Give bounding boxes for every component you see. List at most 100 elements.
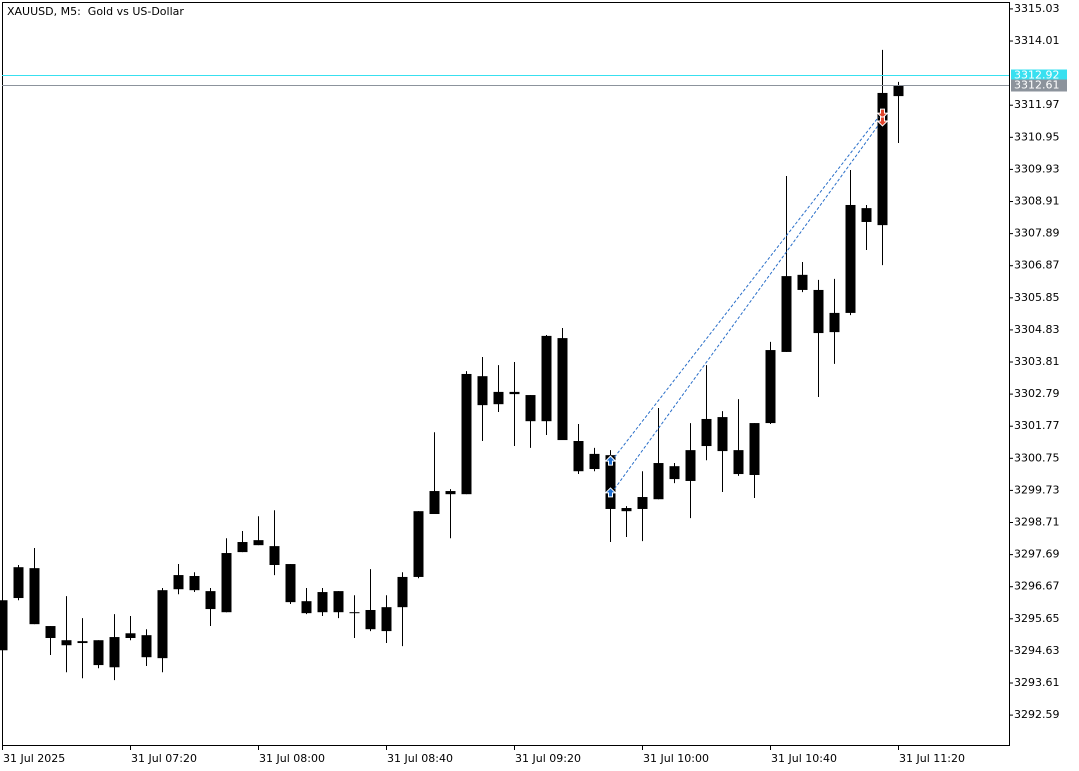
candle-body	[205, 591, 216, 610]
candle-body	[541, 335, 552, 422]
candle-body	[829, 312, 840, 333]
candle-body	[29, 568, 40, 625]
x-tick-label: 31 Jul 10:40	[771, 752, 837, 765]
buy-arrow	[604, 487, 617, 498]
candle-body	[397, 576, 408, 608]
candle-body	[45, 626, 56, 639]
candle-body	[525, 395, 536, 422]
candle-body	[173, 575, 184, 590]
price-label: 3312.92	[1014, 69, 1060, 82]
y-tick-label: 3298.71	[1014, 516, 1060, 529]
y-tick-label: 3299.73	[1014, 483, 1060, 496]
y-tick-label: 3302.79	[1014, 387, 1060, 400]
y-tick-label: 3303.81	[1014, 355, 1060, 368]
candle-body	[77, 641, 88, 644]
candle-body	[413, 511, 424, 577]
candle-body	[461, 373, 472, 495]
y-tick-label: 3296.67	[1014, 580, 1060, 593]
buy-arrow	[604, 455, 617, 466]
sell-arrow	[876, 108, 889, 119]
candle-body	[93, 640, 104, 666]
candle-body	[781, 276, 792, 352]
candle-body	[445, 491, 456, 495]
candle-body	[333, 591, 344, 613]
y-tick-label: 3295.65	[1014, 612, 1060, 625]
candle-body	[365, 609, 376, 630]
candle-body	[685, 450, 696, 481]
chart-title: XAUUSD, M5: Gold vs US-Dollar	[7, 5, 184, 18]
candle-body	[813, 289, 824, 334]
candle-body	[893, 85, 904, 97]
candle-body	[589, 453, 600, 470]
candle-body	[269, 546, 280, 565]
candle-body	[765, 350, 776, 424]
y-tick-label: 3311.97	[1014, 98, 1060, 111]
x-tick-label: 31 Jul 08:40	[387, 752, 453, 765]
y-tick-label: 3294.63	[1014, 644, 1060, 657]
candle-body	[0, 600, 8, 651]
candle-body	[125, 633, 136, 639]
candle-body	[13, 567, 24, 599]
candle-body	[653, 463, 664, 500]
x-tick-label: 31 Jul 09:20	[515, 752, 581, 765]
candle-body	[573, 441, 584, 472]
y-tick-label: 3308.91	[1014, 195, 1060, 208]
candle-body	[509, 391, 520, 395]
candle-body	[845, 204, 856, 313]
x-tick-label: 31 Jul 10:00	[643, 752, 709, 765]
x-tick-label: 31 Jul 2025	[3, 752, 65, 765]
y-tick-label: 3307.89	[1014, 227, 1060, 240]
candle-body	[381, 607, 392, 632]
candle-body	[797, 274, 808, 290]
candle-body	[717, 417, 728, 452]
candle-body	[749, 423, 760, 475]
y-tick-label: 3306.87	[1014, 259, 1060, 272]
price-label-bg	[1011, 79, 1067, 92]
candle-body	[237, 542, 248, 553]
candle-body	[429, 491, 440, 515]
candle-body	[621, 508, 632, 512]
candle-body	[605, 455, 616, 509]
candle-body	[141, 635, 152, 658]
y-tick-label: 3309.93	[1014, 162, 1060, 175]
candle-body	[61, 640, 72, 646]
candle-body	[253, 540, 264, 546]
candle-body	[349, 612, 360, 614]
candle-body	[733, 450, 744, 475]
y-tick-label: 3310.95	[1014, 130, 1060, 143]
y-tick-label: 3300.75	[1014, 451, 1060, 464]
candle-body	[477, 376, 488, 406]
candle-body	[301, 601, 312, 614]
y-tick-label: 3314.01	[1014, 34, 1060, 47]
candle-body	[701, 418, 712, 447]
trade-line	[614, 116, 879, 458]
y-tick-label: 3297.69	[1014, 548, 1060, 561]
price-label-bg	[1011, 69, 1067, 82]
y-tick-label: 3293.61	[1014, 676, 1060, 689]
y-tick-label: 3301.77	[1014, 419, 1060, 432]
plot-frame	[2, 2, 1010, 746]
x-tick-label: 31 Jul 07:20	[131, 752, 197, 765]
candle-body	[861, 208, 872, 222]
price-label: 3312.61	[1014, 79, 1060, 92]
candle-body	[493, 391, 504, 405]
y-tick-label: 3304.83	[1014, 323, 1060, 336]
candle-body	[221, 553, 232, 613]
candle-body	[557, 338, 568, 441]
candle-body	[189, 576, 200, 591]
x-tick-label: 31 Jul 11:20	[899, 752, 965, 765]
x-tick-label: 31 Jul 08:00	[259, 752, 325, 765]
candle-body	[109, 637, 120, 668]
candle-body	[317, 592, 328, 613]
candle-body	[285, 564, 296, 603]
candle-body	[669, 466, 680, 480]
sell-arrow	[876, 116, 889, 127]
candle-body	[637, 497, 648, 509]
candle-body	[877, 92, 888, 226]
candle-body	[157, 590, 168, 659]
y-tick-label: 3305.85	[1014, 291, 1060, 304]
y-tick-label: 3315.03	[1014, 2, 1060, 15]
y-tick-label: 3292.59	[1014, 708, 1060, 721]
